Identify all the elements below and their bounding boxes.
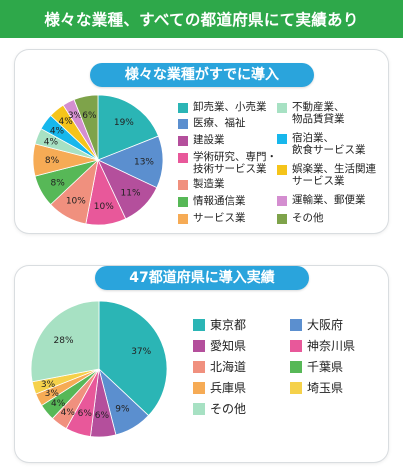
industry-chart-title: 様々な業種がすでに導入 — [90, 63, 314, 87]
prefecture-pie-chart: 37%9%6%6%4%4%3%3%28% — [30, 300, 168, 438]
legend-swatch — [193, 319, 205, 331]
legend-item: その他 — [193, 401, 246, 417]
legend-label: 運輸業、郵便業 — [292, 194, 366, 206]
legend-swatch — [178, 197, 188, 207]
legend-item: 建設業 — [178, 134, 225, 146]
legend-swatch — [290, 340, 302, 352]
pie-data-label: 4% — [44, 137, 59, 147]
legend-label: 東京都 — [210, 318, 247, 332]
legend-label: 北海道 — [210, 360, 247, 374]
legend-item: 千葉県 — [290, 359, 343, 375]
legend-swatch — [193, 340, 205, 352]
pie-data-label: 11% — [121, 189, 141, 199]
legend-item: 医療、福祉 — [178, 117, 246, 129]
pie-data-label: 10% — [66, 196, 86, 206]
legend-swatch — [178, 214, 188, 224]
pie-data-label: 13% — [134, 158, 154, 168]
pie-data-label: 8% — [45, 156, 60, 166]
pie-data-label: 6% — [95, 411, 110, 421]
pie-data-label: 10% — [94, 202, 114, 212]
legend-swatch — [277, 165, 287, 175]
prefecture-chart-title: 47都道府県に導入実績 — [95, 266, 309, 290]
legend-swatch — [178, 136, 188, 146]
industry-legend: 卸売業、小売業 医療、福祉建設業学術研究、専門・ 技術サービス業製造業情報通信業サ… — [178, 101, 393, 231]
pie-data-label: 3% — [68, 111, 83, 121]
legend-label: 娯楽業、生活関連 サービス業 — [292, 163, 376, 187]
legend-item: 東京都 — [193, 317, 246, 333]
legend-swatch — [290, 319, 302, 331]
pie-data-label: 8% — [51, 178, 66, 188]
legend-label: 情報通信業 — [193, 195, 246, 207]
pie-data-label: 28% — [54, 336, 74, 346]
legend-swatch — [277, 196, 287, 206]
pie-data-label: 3% — [45, 389, 60, 399]
legend-label: 埼玉県 — [307, 381, 344, 395]
pie-data-label: 4% — [61, 408, 76, 418]
legend-item: 学術研究、専門・ 技術サービス業 — [178, 151, 277, 175]
legend-swatch — [193, 403, 205, 415]
legend-item: 運輸業、郵便業 — [277, 194, 366, 206]
legend-label: 大阪府 — [307, 318, 344, 332]
legend-label: 製造業 — [193, 178, 225, 190]
legend-swatch — [277, 103, 287, 113]
legend-label: その他 — [292, 212, 324, 224]
legend-label: 卸売業、小売業 — [193, 101, 267, 113]
legend-label: 学術研究、専門・ 技術サービス業 — [193, 151, 277, 175]
pie-data-label: 4% — [51, 399, 66, 409]
legend-item: 神奈川県 — [290, 338, 355, 354]
pie-slice — [30, 300, 100, 383]
pie-slice — [97, 94, 159, 161]
pie-data-label: 37% — [131, 347, 151, 357]
legend-item: 宿泊業、 飲食サービス業 — [277, 132, 366, 156]
legend-item: 兵庫県 — [193, 380, 246, 396]
legend-label: 千葉県 — [307, 360, 344, 374]
legend-swatch — [193, 382, 205, 394]
pie-data-label: 4% — [59, 117, 74, 127]
legend-label: 愛知県 — [210, 339, 247, 353]
industry-pie-chart: 19%13%11%10%10%8%8%4%4%4%3% 6% — [32, 94, 164, 226]
pie-data-label: 3% — [41, 380, 56, 390]
legend-item: 娯楽業、生活関連 サービス業 — [277, 163, 376, 187]
legend-item: 不動産業、 物品賃貸業 — [277, 101, 345, 125]
legend-swatch — [178, 103, 188, 113]
pie-data-label: 6% — [82, 111, 97, 121]
legend-label: 医療、福祉 — [193, 117, 246, 129]
legend-label: 建設業 — [193, 134, 225, 146]
legend-swatch — [290, 382, 302, 394]
legend-item: 情報通信業 — [178, 195, 246, 207]
pie-data-label: 9% — [115, 405, 130, 415]
legend-label: 神奈川県 — [307, 339, 356, 353]
legend-swatch — [193, 361, 205, 373]
pie-slice — [98, 300, 168, 417]
legend-item: 北海道 — [193, 359, 246, 375]
legend-item: 埼玉県 — [290, 380, 343, 396]
legend-label: 不動産業、 物品賃貸業 — [292, 101, 345, 125]
legend-label: サービス業 — [193, 212, 246, 224]
legend-swatch — [290, 361, 302, 373]
page-header: 様々な業種、すべての都道府県にて実績あり — [0, 0, 403, 38]
pie-slice — [73, 94, 99, 161]
legend-item: 大阪府 — [290, 317, 343, 333]
legend-swatch — [277, 214, 287, 224]
legend-item: 愛知県 — [193, 338, 246, 354]
legend-label: 宿泊業、 飲食サービス業 — [292, 132, 366, 156]
legend-label: 兵庫県 — [210, 381, 247, 395]
legend-swatch — [178, 153, 188, 163]
prefecture-legend: 東京都愛知県北海道兵庫県その他 大阪府神奈川県千葉県埼玉県 — [193, 317, 383, 427]
pie-data-label: 6% — [78, 409, 93, 419]
pie-data-label: 4% — [50, 126, 65, 136]
legend-swatch — [178, 180, 188, 190]
legend-swatch — [277, 134, 287, 144]
pie-data-label: 19% — [114, 118, 134, 128]
legend-item: サービス業 — [178, 212, 246, 224]
legend-item: その他 — [277, 212, 324, 224]
legend-item: 製造業 — [178, 178, 225, 190]
legend-swatch — [178, 119, 188, 129]
legend-label: その他 — [210, 402, 247, 416]
legend-item: 卸売業、小売業 — [178, 101, 267, 113]
page-title: 様々な業種、すべての都道府県にて実績あり — [44, 11, 359, 29]
